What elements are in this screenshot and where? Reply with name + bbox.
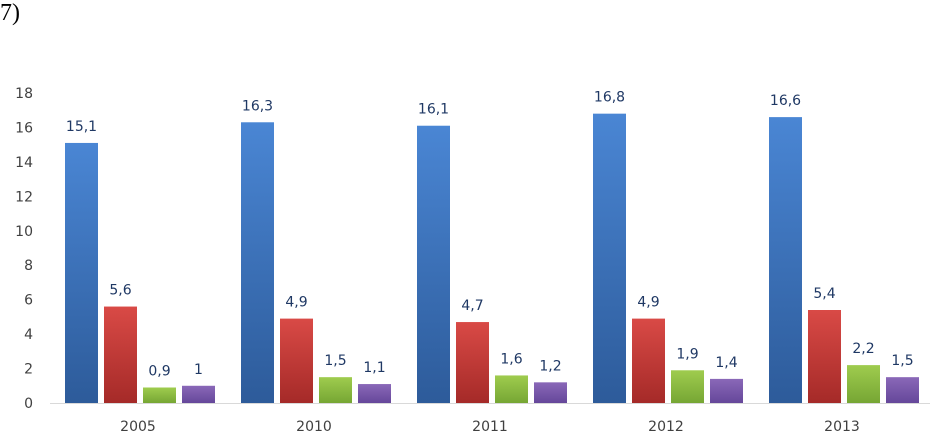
y-tick-label: 12 — [15, 189, 33, 205]
bar-series-4-2005 — [182, 385, 215, 403]
bar-series-2-2012 — [632, 318, 665, 403]
bar-series-3-2010 — [319, 377, 352, 403]
y-tick-label: 0 — [24, 396, 33, 412]
data-label: 4,9 — [285, 295, 307, 311]
x-tick-label: 2005 — [120, 419, 156, 433]
bar-series-1-2012 — [593, 113, 626, 404]
x-tick-label: 2013 — [824, 419, 860, 433]
data-label: 1,2 — [539, 358, 561, 374]
data-label: 16,3 — [242, 98, 273, 114]
data-label: 16,1 — [418, 102, 449, 118]
y-tick-label: 8 — [24, 258, 33, 274]
data-label: 2,2 — [852, 341, 874, 357]
x-tick-label: 2010 — [296, 419, 332, 433]
data-label: 1 — [194, 362, 203, 378]
data-label: 4,9 — [637, 295, 659, 311]
bar-series-3-2012 — [671, 370, 704, 403]
bar-series-1-2010 — [241, 122, 274, 404]
data-label: 1,5 — [324, 353, 346, 369]
data-label: 5,6 — [109, 283, 131, 299]
bar-series-2-2013 — [808, 310, 841, 403]
data-label: 1,5 — [891, 353, 913, 369]
bar-series-1-2011 — [417, 125, 450, 403]
y-tick-label: 10 — [15, 224, 33, 240]
y-tick-label: 4 — [24, 327, 33, 343]
data-label: 15,1 — [66, 119, 97, 135]
bar-series-4-2010 — [358, 384, 391, 403]
y-tick-label: 16 — [15, 120, 33, 136]
y-tick-label: 14 — [15, 155, 33, 171]
x-tick-label: 2011 — [472, 419, 508, 433]
figure-label: 7) — [0, 0, 20, 26]
data-label: 1,6 — [500, 351, 522, 367]
data-label: 4,7 — [461, 298, 483, 314]
x-tick-label: 2012 — [648, 419, 684, 433]
y-tick-label: 6 — [24, 293, 33, 309]
bar-series-4-2013 — [886, 377, 919, 403]
data-label: 1,4 — [715, 355, 737, 371]
bar-series-3-2013 — [847, 365, 880, 403]
bar-series-2-2010 — [280, 318, 313, 403]
bar-series-4-2011 — [534, 382, 567, 403]
bar-series-1-2005 — [65, 142, 98, 403]
data-label: 1,1 — [363, 360, 385, 376]
bar-series-3-2011 — [495, 375, 528, 403]
y-tick-label: 18 — [15, 86, 33, 102]
bar-series-2-2005 — [104, 306, 137, 403]
data-label: 16,6 — [770, 93, 801, 109]
bar-series-1-2013 — [769, 117, 802, 403]
data-label: 1,9 — [676, 346, 698, 362]
data-label: 5,4 — [813, 286, 835, 302]
bar-series-2-2011 — [456, 322, 489, 403]
bar-series-4-2012 — [710, 378, 743, 403]
bar-series-3-2005 — [143, 387, 176, 403]
data-label: 16,8 — [594, 90, 625, 106]
data-label: 0,9 — [148, 364, 170, 380]
y-tick-label: 2 — [24, 362, 33, 378]
